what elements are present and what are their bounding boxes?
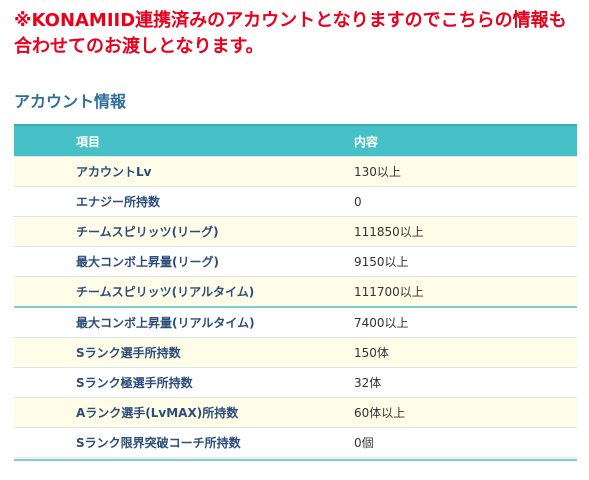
row-key: アカウントLv: [14, 156, 292, 187]
row-key: エナジー所持数: [14, 186, 292, 217]
row-value: 32体: [292, 367, 577, 398]
table-row: チームスピリッツ(リアルタイム) 111700以上: [14, 276, 577, 307]
row-key: 最大コンボ上昇量(リーグ): [14, 246, 292, 277]
notice-text: ※KONAMIID連携済みのアカウントとなりますのでこちらの情報も 合わせてのお…: [14, 8, 584, 60]
column-header-item: 項目: [14, 124, 292, 157]
row-value: 150体: [292, 337, 577, 368]
table-row: Sランク極選手所持数 32体: [14, 367, 577, 398]
section-title: アカウント情報: [14, 92, 127, 111]
row-key: チームスピリッツ(リーグ): [14, 216, 292, 247]
account-info-table: 項目 内容 アカウントLv 130以上 エナジー所持数 0 チームスピリッツ(リ…: [14, 124, 577, 458]
column-header-value: 内容: [292, 124, 577, 157]
row-key: 最大コンボ上昇量(リアルタイム): [14, 306, 292, 338]
notice-line-2: 合わせてのお渡しとなります。: [14, 36, 264, 57]
table-row: チームスピリッツ(リーグ) 111850以上: [14, 216, 577, 247]
row-value: 7400以上: [292, 306, 577, 338]
row-value: 9150以上: [292, 246, 577, 277]
table-row: Sランク限界突破コーチ所持数 0個: [14, 427, 577, 458]
table-header-row: 項目 内容: [14, 124, 577, 157]
table-row: Aランク選手(LvMAX)所持数 60体以上: [14, 397, 577, 428]
table-row: 最大コンボ上昇量(リーグ) 9150以上: [14, 246, 577, 277]
table-bottom-border: [14, 459, 577, 461]
row-value: 111850以上: [292, 216, 577, 247]
row-key: Sランク極選手所持数: [14, 367, 292, 398]
row-value: 130以上: [292, 156, 577, 187]
row-key: Sランク選手所持数: [14, 337, 292, 368]
table-row: アカウントLv 130以上: [14, 156, 577, 187]
row-value: 0個: [292, 427, 577, 458]
row-value: 111700以上: [292, 276, 577, 307]
row-value: 0: [292, 186, 577, 217]
table-row: エナジー所持数 0: [14, 186, 577, 217]
table-row: Sランク選手所持数 150体: [14, 337, 577, 368]
table-row: 最大コンボ上昇量(リアルタイム) 7400以上: [14, 306, 577, 338]
row-key: Sランク限界突破コーチ所持数: [14, 427, 292, 458]
row-key: チームスピリッツ(リアルタイム): [14, 276, 292, 307]
notice-line-1: ※KONAMIID連携済みのアカウントとなりますのでこちらの情報も: [14, 10, 567, 31]
row-value: 60体以上: [292, 397, 577, 428]
row-key: Aランク選手(LvMAX)所持数: [14, 397, 292, 428]
